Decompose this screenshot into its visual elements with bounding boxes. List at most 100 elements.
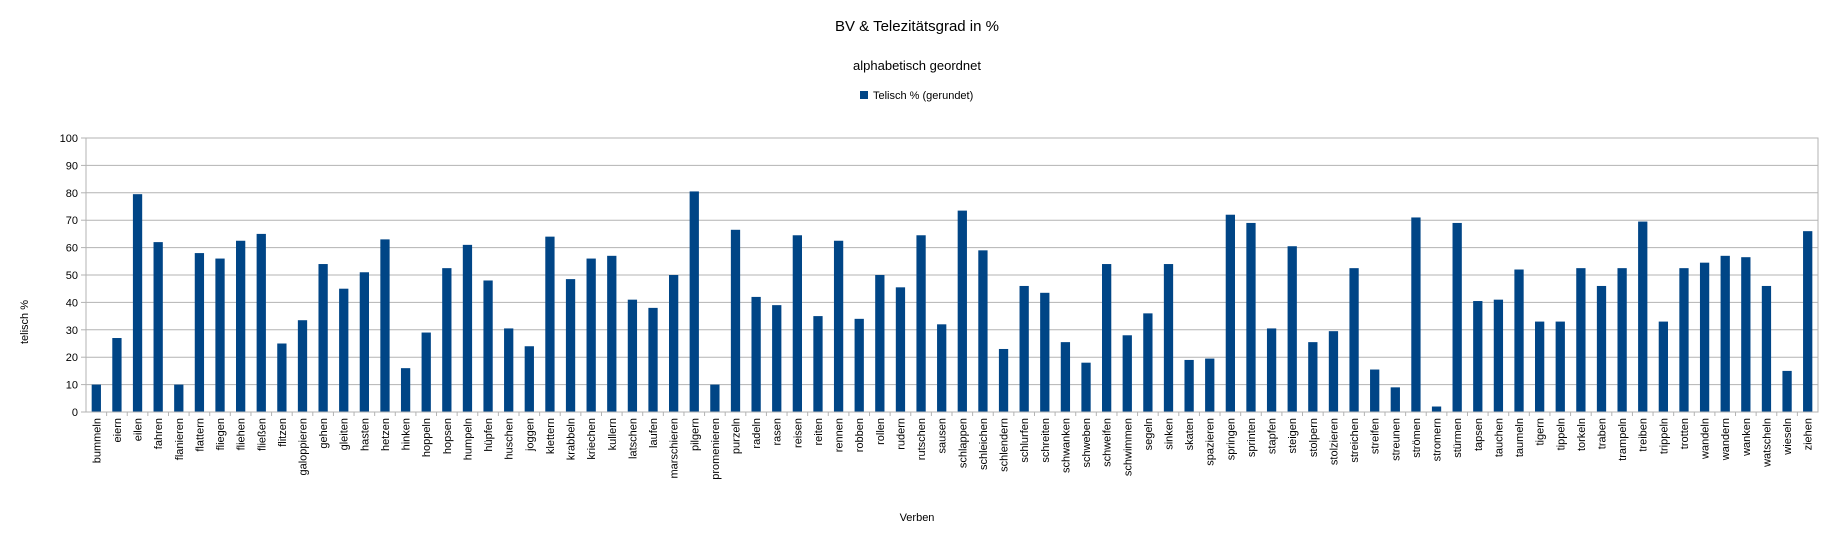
- x-tick-label: reiten: [813, 418, 825, 446]
- plot-frame: [85, 137, 1819, 413]
- bar-28: [669, 275, 679, 412]
- x-tick-label: schreiten: [1040, 418, 1052, 463]
- x-tick-label: treiben: [1638, 418, 1650, 452]
- bar-77: [1679, 268, 1689, 412]
- bar-17: [442, 268, 452, 412]
- x-tick-label: eilen: [133, 418, 145, 441]
- bar-72: [1576, 268, 1586, 412]
- bar-10: [297, 320, 308, 412]
- bar-70: [1535, 321, 1545, 412]
- bar-26: [627, 299, 638, 412]
- x-axis-ticks: bummeln eiern eilen fahren flanieren flattern…: [91, 412, 1815, 480]
- x-tick-label: schleichen: [978, 418, 990, 470]
- bar-34: [792, 235, 802, 412]
- x-tick-label: steigen: [1287, 418, 1299, 453]
- bar-59: [1308, 342, 1318, 412]
- bar-27: [648, 307, 658, 412]
- bar-57: [1266, 328, 1277, 412]
- x-tick-label: flattern: [194, 418, 206, 452]
- x-tick-label: gehen: [318, 418, 330, 449]
- bar-56: [1246, 222, 1256, 412]
- bar-73: [1596, 285, 1607, 412]
- bar-40: [916, 235, 926, 412]
- bar-79: [1720, 255, 1730, 412]
- x-tick-label: rennen: [834, 418, 846, 452]
- bar-51: [1143, 313, 1153, 412]
- x-tick-label: trampeln: [1617, 418, 1629, 461]
- x-tick-label: hüpfen: [483, 418, 495, 452]
- x-tick-label: tippeln: [1555, 418, 1567, 450]
- bar-62: [1370, 369, 1380, 412]
- x-tick-label: fliegen: [215, 418, 227, 450]
- bar-32: [751, 296, 761, 412]
- x-tick-label: kullern: [607, 418, 619, 450]
- bar-71: [1555, 321, 1565, 412]
- y-tick-label: 40: [66, 297, 78, 309]
- bar-36: [833, 240, 844, 412]
- bar-23: [565, 279, 576, 412]
- bar-1: [112, 338, 122, 412]
- x-tick-label: streifen: [1370, 418, 1382, 454]
- y-tick-label: 70: [66, 215, 78, 227]
- bar-52: [1163, 264, 1174, 412]
- x-tick-label: springen: [1225, 418, 1237, 460]
- bar-25: [607, 255, 617, 412]
- bar-20: [504, 328, 514, 412]
- bar-8: [256, 233, 266, 412]
- bar-13: [359, 272, 369, 412]
- x-tick-label: radeln: [751, 418, 763, 449]
- x-tick-label: tauchen: [1493, 418, 1505, 457]
- x-tick-label: rudern: [895, 418, 907, 450]
- bar-14: [380, 239, 390, 412]
- x-tick-label: skaten: [1184, 418, 1196, 450]
- bar-11: [318, 264, 328, 412]
- x-tick-label: robben: [854, 418, 866, 452]
- x-tick-label: hetzen: [380, 418, 392, 451]
- x-tick-label: hinken: [401, 418, 413, 450]
- x-tick-label: fahren: [153, 418, 165, 449]
- x-tick-label: sinken: [1164, 418, 1176, 450]
- bar-0: [91, 384, 101, 412]
- x-tick-label: wandeln: [1700, 418, 1712, 460]
- bar-68: [1493, 299, 1504, 412]
- bar-75: [1638, 221, 1648, 412]
- x-tick-label: humpeln: [462, 418, 474, 460]
- x-tick-label: kriechen: [586, 418, 598, 460]
- x-tick-label: pilgern: [689, 418, 701, 451]
- x-tick-label: laufen: [648, 418, 660, 448]
- x-tick-label: klettern: [545, 418, 557, 454]
- bar-37: [854, 318, 864, 412]
- bar-65: [1431, 406, 1442, 412]
- legend-label: Telisch % (gerundet): [873, 90, 973, 102]
- x-tick-label: fließen: [256, 418, 268, 451]
- bar-55: [1225, 214, 1235, 412]
- x-tick-label: rasen: [772, 418, 784, 446]
- x-axis-title: Verben: [900, 512, 935, 524]
- bar-22: [545, 236, 555, 412]
- bars: [91, 191, 1813, 412]
- bar-4: [174, 384, 184, 412]
- x-tick-label: stolpern: [1308, 418, 1320, 457]
- x-tick-label: tigern: [1535, 418, 1547, 446]
- y-axis-ticks: 0 10 20 30 40 50 60 70 80 90 100: [60, 133, 86, 419]
- bar-53: [1184, 359, 1194, 412]
- y-tick-label: 50: [66, 270, 78, 282]
- x-tick-label: galoppieren: [298, 418, 310, 476]
- bar-12: [339, 288, 349, 412]
- bar-30: [710, 384, 720, 412]
- bar-82: [1782, 370, 1792, 412]
- bar-18: [462, 244, 473, 412]
- bar-24: [586, 258, 596, 412]
- y-axis-title: telisch %: [19, 300, 31, 344]
- x-tick-label: trotten: [1679, 418, 1691, 449]
- bar-35: [813, 316, 823, 412]
- x-tick-label: fliehen: [236, 418, 248, 450]
- x-tick-label: stapfen: [1267, 418, 1279, 454]
- bar-2: [132, 194, 143, 412]
- y-tick-label: 60: [66, 243, 78, 255]
- y-tick-label: 80: [66, 188, 78, 200]
- bar-41: [937, 324, 947, 412]
- x-tick-label: sprinten: [1246, 418, 1258, 457]
- bar-64: [1411, 217, 1421, 412]
